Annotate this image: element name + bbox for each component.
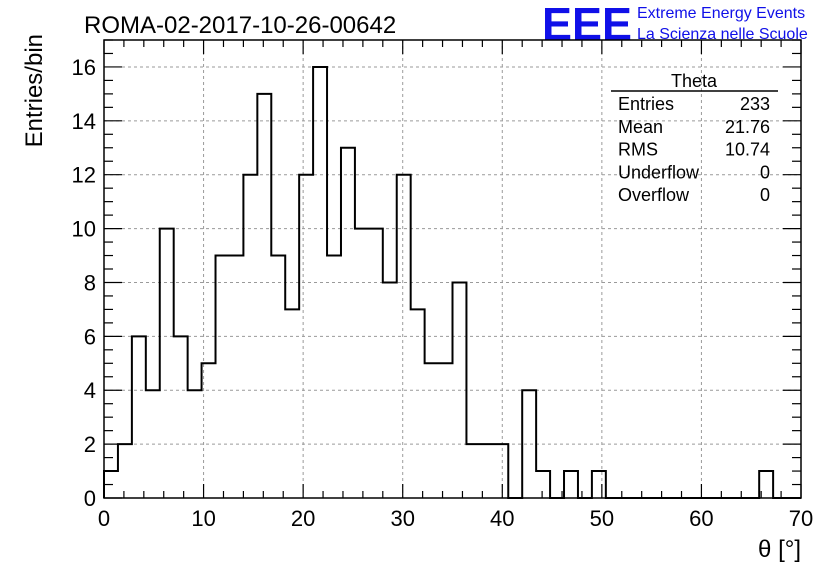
x-tick-label: 10: [191, 506, 215, 531]
stats-row-value: 21.76: [725, 117, 770, 137]
stats-row-value: 233: [740, 94, 770, 114]
stats-row-label: Underflow: [618, 162, 700, 182]
y-tick-labels: 0 2 4 6 8 10 12 14 16: [72, 55, 96, 511]
plot-frame: [103, 39, 802, 499]
stats-box: Theta Entries 233 Mean 21.76 RMS 10.74 Underfl…: [611, 71, 778, 205]
x-tick-label: 50: [590, 506, 614, 531]
logo-line-2: La Scienza nelle Scuole: [637, 26, 808, 43]
eee-logo: EEE Extreme Energy Events La Scienza nel…: [542, 0, 808, 50]
stats-box-rows: Entries 233 Mean 21.76 RMS 10.74 Underflow 0 Ove…: [618, 94, 770, 205]
stats-box-title: Theta: [671, 71, 718, 91]
x-tick-label: 0: [98, 506, 110, 531]
x-tick-labels: 0 10 20 30 40 50 60 70: [98, 506, 813, 531]
x-axis-label: θ [°]: [758, 536, 801, 563]
y-tick-label: 0: [84, 486, 96, 511]
logo-line-1: Extreme Energy Events: [637, 5, 805, 22]
x-tick-label: 30: [390, 506, 414, 531]
y-tick-label: 6: [84, 324, 96, 349]
y-tick-label: 12: [72, 163, 96, 188]
x-tick-label: 40: [490, 506, 514, 531]
x-tick-label: 60: [689, 506, 713, 531]
y-tick-label: 2: [84, 432, 96, 457]
grid-lines: [104, 40, 801, 498]
axis-ticks: [103, 39, 802, 499]
y-tick-label: 4: [84, 378, 96, 403]
y-tick-label: 8: [84, 270, 96, 295]
logo-mark: EEE: [542, 0, 632, 50]
stats-row-label: Overflow: [618, 185, 690, 205]
stats-row-value: 0: [760, 185, 770, 205]
stats-row-label: RMS: [618, 140, 658, 160]
stats-row-label: Mean: [618, 117, 663, 137]
y-tick-label: 16: [72, 55, 96, 80]
x-tick-label: 70: [789, 506, 813, 531]
stats-row-label: Entries: [618, 94, 674, 114]
stats-row-value: 0: [760, 162, 770, 182]
y-axis-label: Entries/bin: [21, 34, 48, 147]
y-tick-label: 14: [72, 109, 96, 134]
chart-title: ROMA-02-2017-10-26-00642: [84, 12, 396, 39]
y-tick-label: 10: [72, 217, 96, 242]
x-tick-label: 20: [291, 506, 315, 531]
stats-row-value: 10.74: [725, 140, 770, 160]
